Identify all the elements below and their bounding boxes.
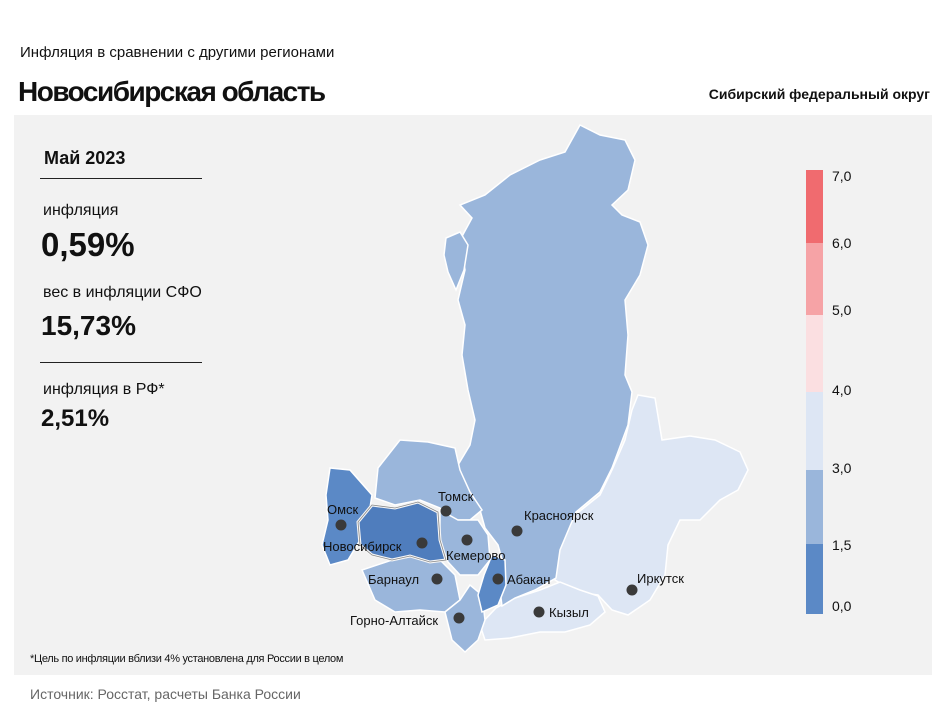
- district-name: Сибирский федеральный округ: [708, 86, 930, 102]
- inflation-label: инфляция: [43, 202, 119, 219]
- city-label-tomsk: Томск: [438, 489, 474, 504]
- city-label-kyzyl: Кызыл: [549, 605, 589, 620]
- city-marker-kyzyl: [533, 606, 545, 618]
- footnote: *Цель по инфляции вблизи 4% установлена …: [30, 653, 344, 665]
- region-khakassia[interactable]: [477, 554, 507, 614]
- city-marker-kemerovo: [461, 534, 473, 546]
- legend-band: [806, 170, 823, 243]
- weight-label: вес в инфляции СФО: [43, 284, 202, 301]
- legend-band: [806, 470, 823, 544]
- rf-inflation-label: инфляция в РФ*: [43, 381, 165, 398]
- legend-band: [806, 243, 823, 315]
- divider: [40, 178, 202, 179]
- legend-tick: 6,0: [832, 235, 852, 251]
- period-label: Май 2023: [44, 148, 126, 168]
- legend-tick: 7,0: [832, 168, 852, 184]
- legend-tick: 0,0: [832, 598, 852, 614]
- region-krasnoyarsk-inlet: [443, 231, 469, 292]
- legend-tick: 3,0: [832, 460, 852, 476]
- city-label-novosibirsk: Новосибирск: [323, 539, 402, 554]
- region-tomsk[interactable]: [374, 439, 483, 521]
- city-label-irkutsk: Иркутск: [637, 571, 684, 586]
- page-subtitle: Инфляция в сравнении с другими регионами: [20, 44, 335, 61]
- legend-colorbar: [806, 170, 823, 614]
- city-marker-novosibirsk: [416, 537, 428, 549]
- legend-tick: 1,5: [832, 537, 852, 553]
- region-novosibirsk-outline: [357, 501, 447, 563]
- city-label-abakan: Абакан: [507, 572, 550, 587]
- city-marker-barnaul: [431, 573, 443, 585]
- city-label-krasnoyarsk: Красноярск: [524, 508, 594, 523]
- city-marker-irkutsk: [626, 584, 638, 596]
- legend-band: [806, 315, 823, 392]
- region-irkutsk[interactable]: [554, 394, 749, 616]
- city-marker-omsk: [335, 519, 347, 531]
- legend-ticks: 7,0 6,0 5,0 4,0 3,0 1,5 0,0: [832, 168, 852, 614]
- legend-tick: 5,0: [832, 302, 852, 318]
- region-altai-republic[interactable]: [444, 583, 486, 654]
- legend-band: [806, 392, 823, 470]
- divider: [40, 362, 202, 363]
- city-label-omsk: Омск: [327, 502, 359, 517]
- inflation-value: 0,59%: [41, 226, 135, 263]
- city-label-kemerovo: Кемерово: [446, 548, 505, 563]
- legend-band: [806, 544, 823, 614]
- city-marker-abakan: [492, 573, 504, 585]
- source-note: Источник: Росстат, расчеты Банка России: [30, 686, 301, 702]
- city-marker-gorno-altaysk: [453, 612, 465, 624]
- page-title: Новосибирская область: [18, 76, 326, 107]
- city-marker-tomsk: [440, 505, 452, 517]
- legend-tick: 4,0: [832, 382, 852, 398]
- city-label-barnaul: Барнаул: [368, 572, 419, 587]
- city-label-gorno-altaysk: Горно-Алтайск: [350, 613, 438, 628]
- weight-value: 15,73%: [41, 310, 136, 341]
- rf-inflation-value: 2,51%: [41, 405, 110, 432]
- city-marker-krasnoyarsk: [511, 525, 523, 537]
